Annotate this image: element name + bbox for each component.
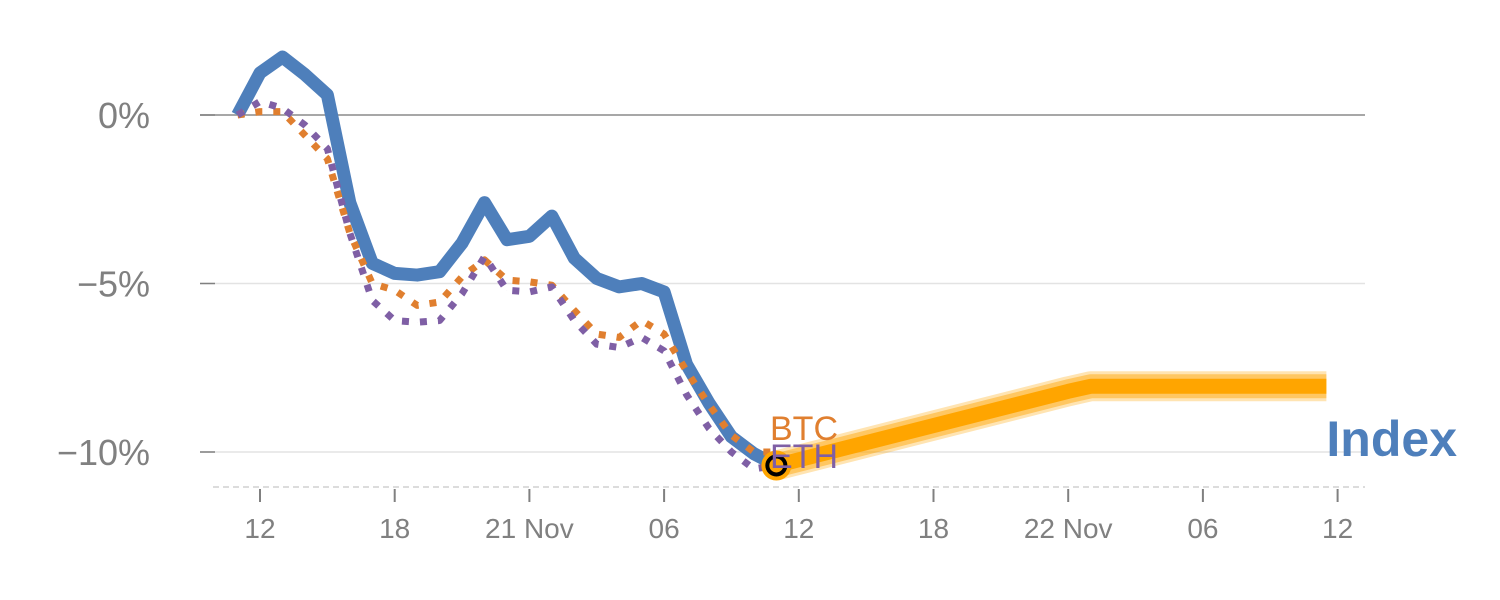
x-tick-label: 18 [918, 513, 949, 544]
x-tick-label: 06 [649, 513, 680, 544]
x-tick-label: 22 Nov [1024, 513, 1113, 544]
x-tick-label: 12 [783, 513, 814, 544]
forecast-band [772, 371, 1327, 481]
y-tick-label: −5% [77, 264, 150, 305]
x-tick-label: 12 [244, 513, 275, 544]
series-line-btc [237, 108, 777, 456]
series-line-index [231, 50, 780, 472]
series-line-eth [235, 98, 777, 473]
current-point-ring [765, 454, 788, 477]
label-index: Index [1326, 411, 1457, 467]
label-eth: ETH [770, 438, 838, 476]
series-lines [231, 50, 780, 473]
x-tick-label: 21 Nov [485, 513, 574, 544]
x-tick-label: 18 [379, 513, 410, 544]
label-btc: BTC [770, 410, 838, 448]
y-tick-label: 0% [98, 95, 150, 136]
x-axis: 12 18 21 Nov 06 12 18 22 Nov 06 12 [244, 489, 1353, 544]
y-tick-label: −10% [57, 432, 150, 473]
forecast-line [774, 378, 1327, 473]
x-tick-label: 06 [1187, 513, 1218, 544]
grid-lines [200, 114, 1365, 453]
x-tick-label: 12 [1322, 513, 1353, 544]
y-axis: 0% −5% −10% [57, 95, 215, 473]
